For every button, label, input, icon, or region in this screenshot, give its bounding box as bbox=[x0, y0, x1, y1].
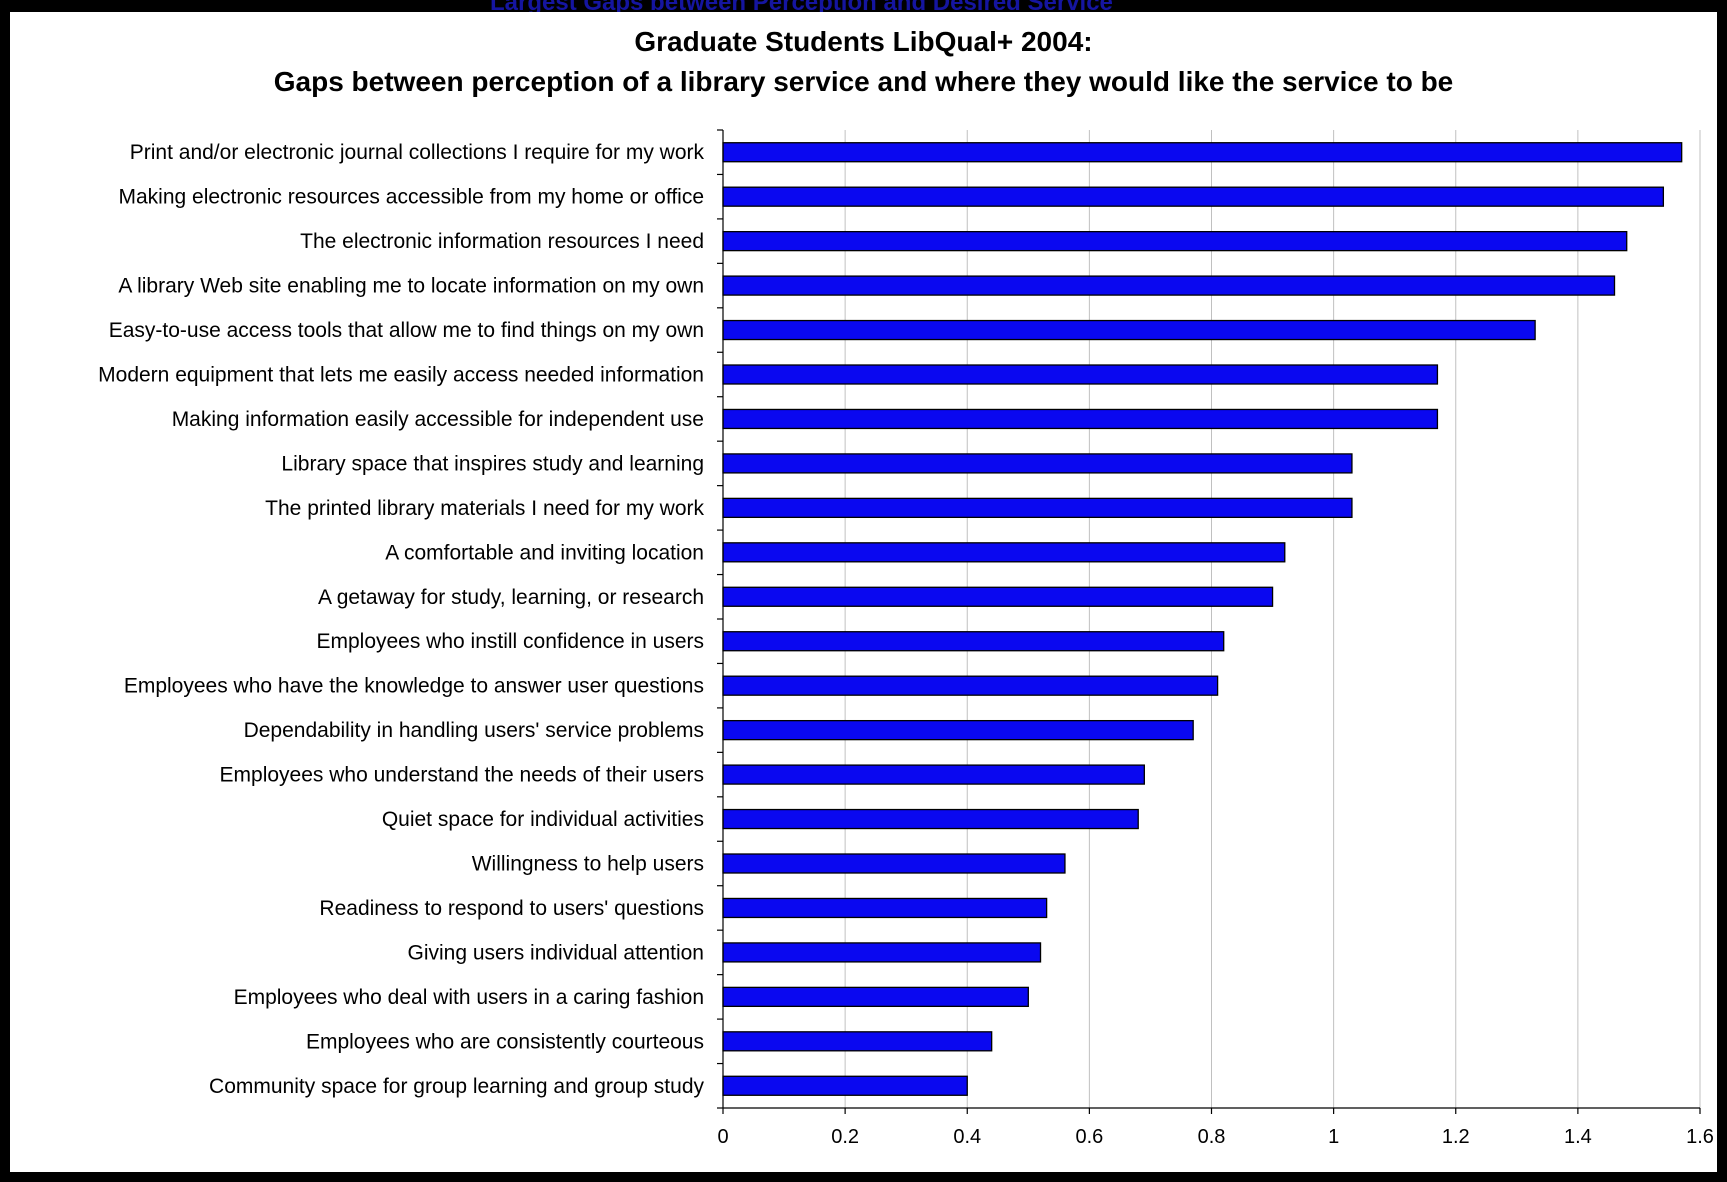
bar bbox=[722, 497, 1353, 519]
category-label: Dependability in handling users' service… bbox=[244, 719, 704, 742]
category-label: Library space that inspires study and le… bbox=[281, 452, 704, 475]
bar bbox=[722, 897, 1048, 919]
chart-title: Graduate Students LibQual+ 2004: bbox=[634, 26, 1093, 57]
bar bbox=[722, 986, 1029, 1008]
category-label: Giving users individual attention bbox=[407, 941, 704, 964]
x-tick-label: 1.2 bbox=[1442, 1126, 1470, 1148]
category-label: Modern equipment that lets me easily acc… bbox=[98, 364, 704, 387]
category-label: Quiet space for individual activities bbox=[382, 808, 704, 831]
x-tick-label: 0 bbox=[717, 1126, 728, 1148]
category-label: Employees who instill confidence in user… bbox=[316, 630, 704, 653]
category-label: Print and/or electronic journal collecti… bbox=[130, 141, 705, 164]
bar bbox=[722, 631, 1225, 652]
x-tick-label: 0.2 bbox=[831, 1126, 859, 1148]
category-label: Willingness to help users bbox=[472, 853, 704, 876]
bar bbox=[722, 942, 1042, 963]
x-tick-label: 1.6 bbox=[1686, 1126, 1714, 1148]
category-label: Readiness to respond to users' questions bbox=[319, 897, 704, 920]
category-label: A comfortable and inviting location bbox=[385, 541, 704, 564]
bar bbox=[722, 808, 1139, 830]
x-tick-label: 0.6 bbox=[1075, 1126, 1103, 1148]
category-label: Making electronic resources accessible f… bbox=[118, 186, 704, 209]
x-tick-label: 0.4 bbox=[953, 1126, 981, 1148]
category-label: The electronic information resources I n… bbox=[300, 230, 704, 253]
category-label: Employees who have the knowledge to answ… bbox=[124, 675, 704, 698]
axes bbox=[717, 129, 1701, 1114]
bar bbox=[722, 408, 1439, 430]
x-tick-label: 1 bbox=[1328, 1126, 1339, 1148]
bar bbox=[722, 364, 1439, 385]
bar bbox=[722, 142, 1683, 163]
bar bbox=[722, 453, 1353, 474]
bar bbox=[722, 275, 1616, 296]
bar bbox=[722, 1031, 993, 1052]
x-tick-labels: 0 0.2 0.4 0.6 0.8 1 1.2 1.4 1.6 bbox=[717, 1126, 1713, 1148]
bar bbox=[722, 586, 1274, 607]
x-tick-label: 1.4 bbox=[1564, 1126, 1592, 1148]
bar bbox=[722, 230, 1628, 252]
category-label: Making information easily accessible for… bbox=[172, 408, 704, 431]
bar bbox=[722, 853, 1066, 874]
bar bbox=[722, 542, 1286, 563]
category-label: A getaway for study, learning, or resear… bbox=[318, 586, 704, 609]
category-label: Employees who are consistently courteous bbox=[306, 1030, 704, 1053]
category-label: Community space for group learning and g… bbox=[209, 1075, 704, 1098]
header-strip: Largest Gaps between Perception and Desi… bbox=[0, 0, 1727, 12]
category-label: Employees who deal with users in a carin… bbox=[234, 986, 704, 1009]
bar bbox=[722, 719, 1194, 741]
header-strip-text: Largest Gaps between Perception and Desi… bbox=[490, 0, 1113, 12]
bar bbox=[722, 186, 1665, 207]
category-label: A library Web site enabling me to locate… bbox=[118, 275, 704, 298]
bars bbox=[722, 142, 1683, 1096]
bar bbox=[722, 1075, 968, 1096]
category-label: Employees who understand the needs of th… bbox=[220, 764, 704, 787]
bar bbox=[722, 675, 1219, 696]
bar bbox=[722, 764, 1145, 785]
bar bbox=[722, 319, 1536, 341]
chart-subtitle: Gaps between perception of a library ser… bbox=[273, 66, 1454, 97]
category-labels: Print and/or electronic journal collecti… bbox=[98, 141, 704, 1098]
x-tick-label: 0.8 bbox=[1198, 1126, 1226, 1148]
category-label: The printed library materials I need for… bbox=[265, 497, 704, 520]
category-label: Easy-to-use access tools that allow me t… bbox=[109, 319, 704, 342]
